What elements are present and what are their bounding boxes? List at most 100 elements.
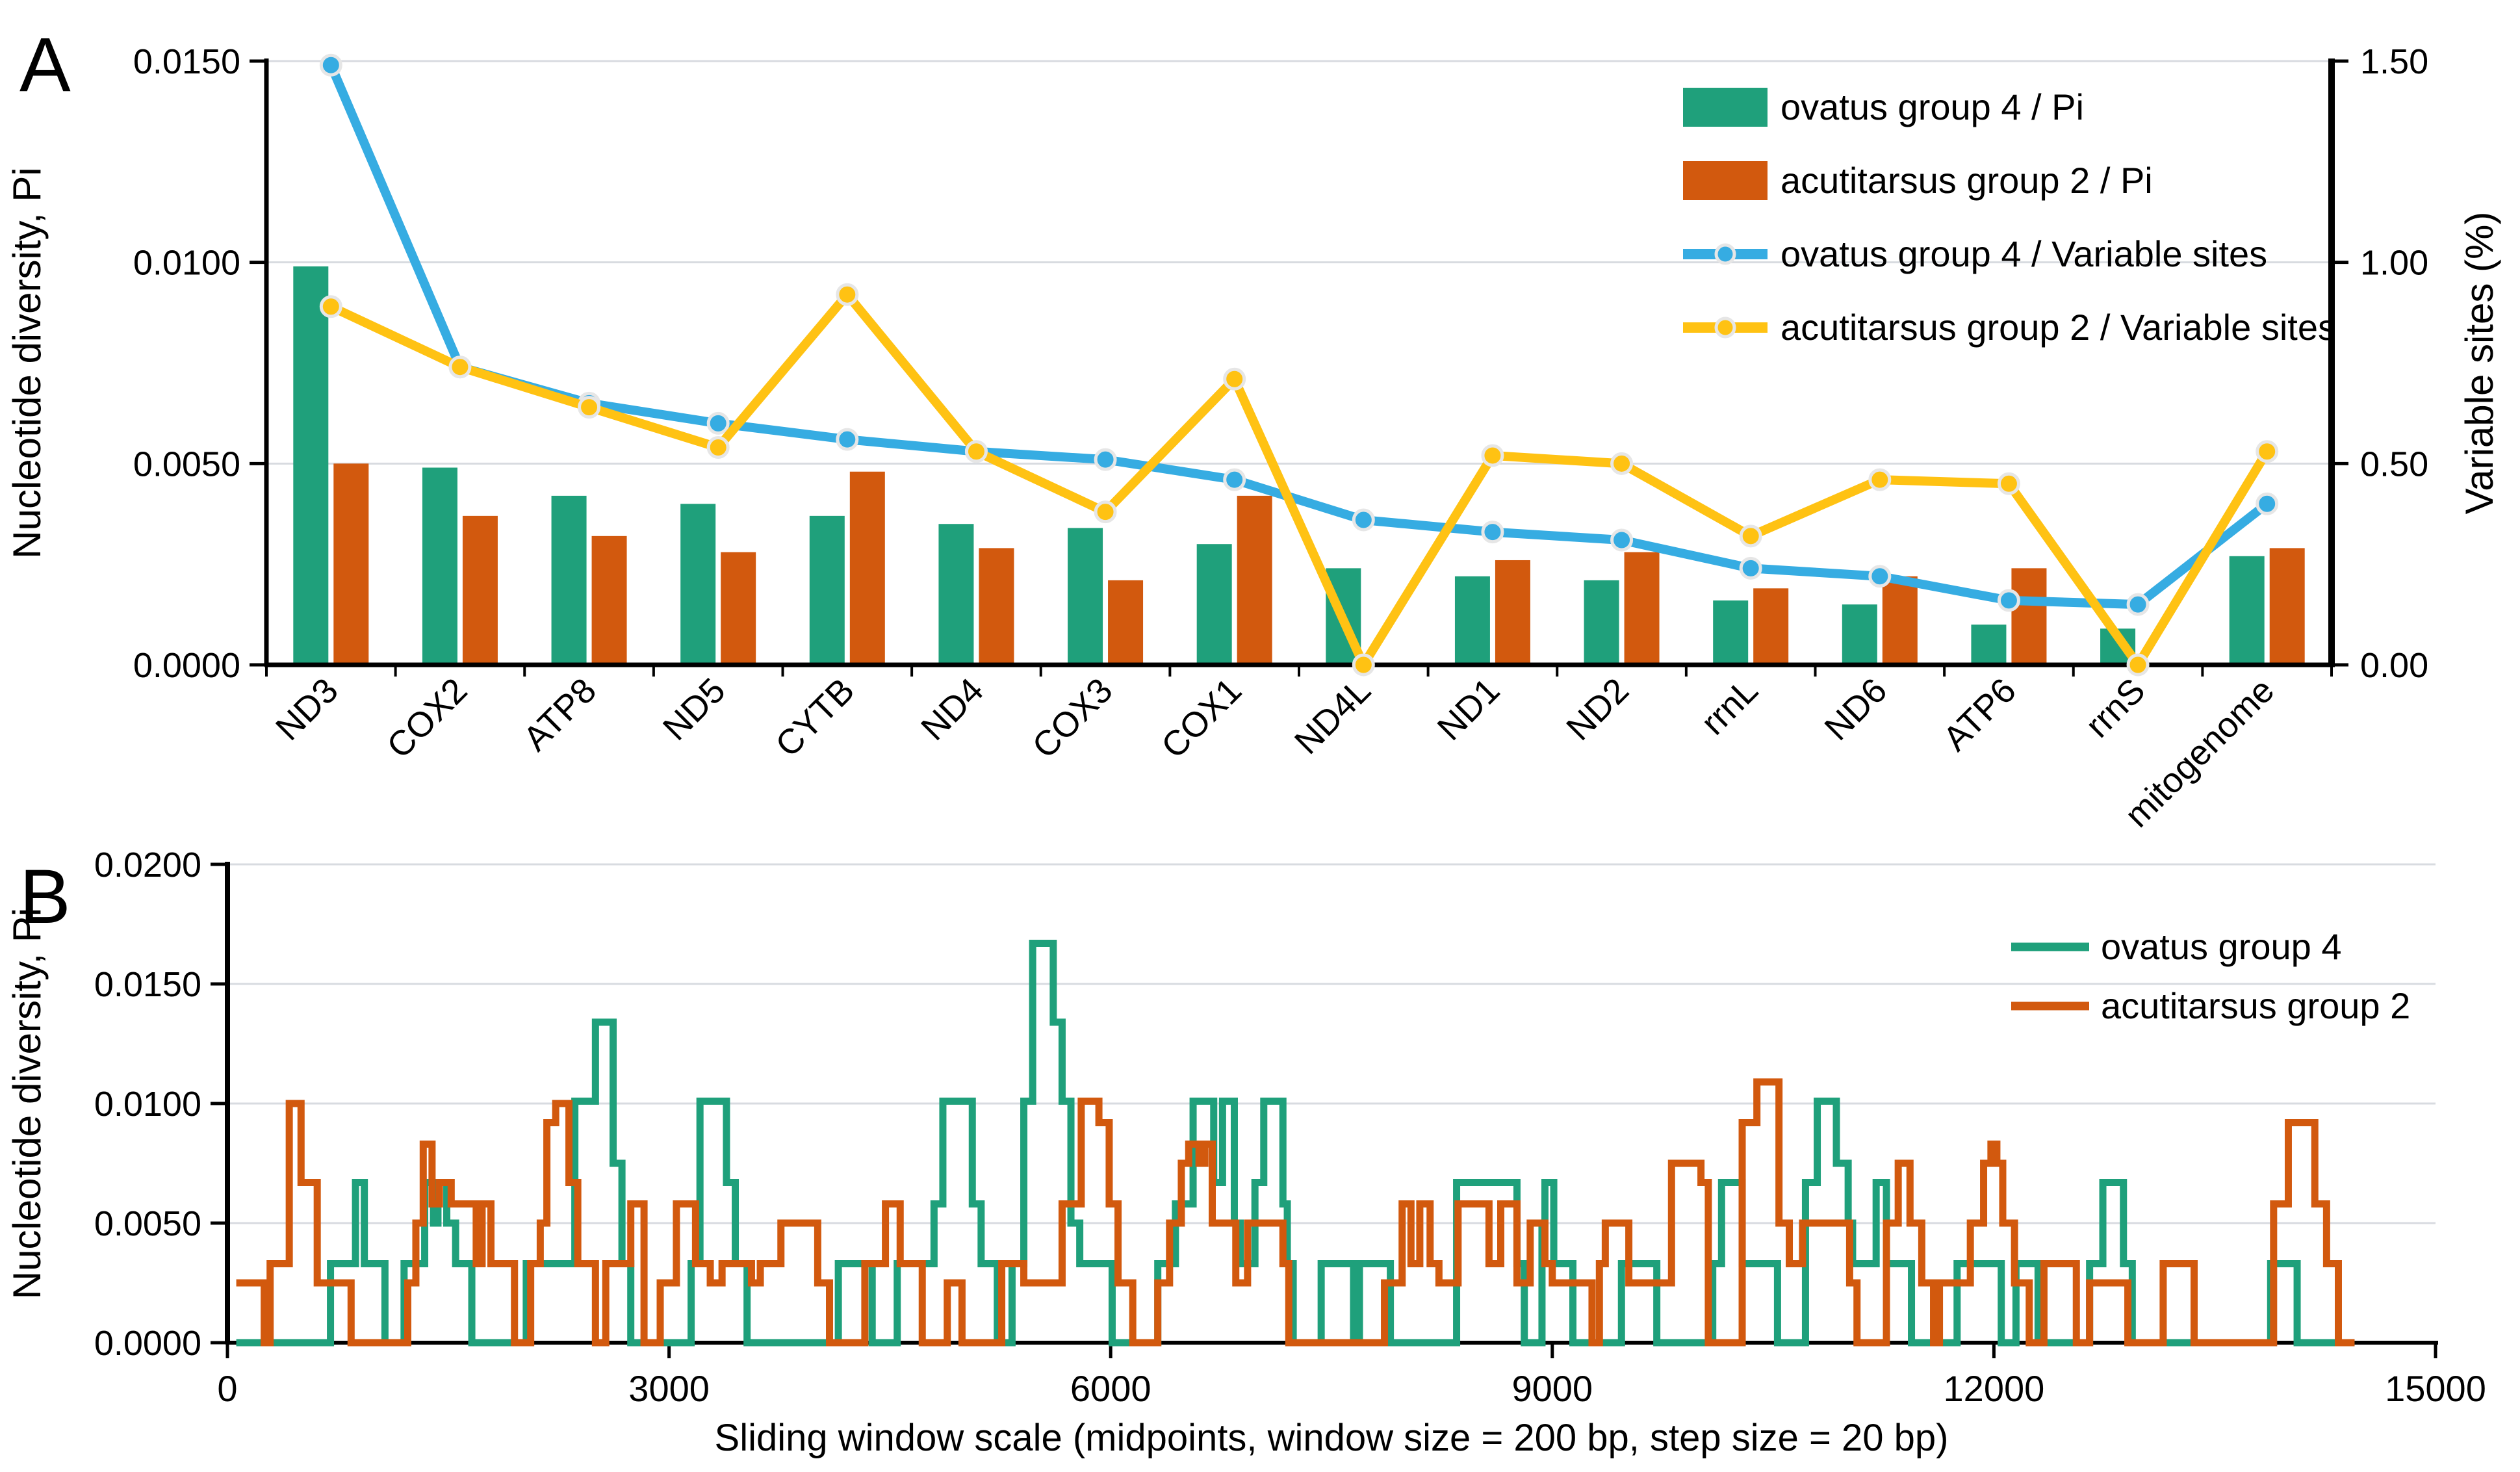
ovatus-variable-sites-marker [2256,492,2279,515]
ovatus-variable-sites-marker [1094,448,1117,471]
bar-acutitarsus-pi [979,548,1014,665]
panel-b-letter: B [19,854,71,940]
x-tick-label: 9000 [1512,1368,1593,1409]
category-label: COX2 [379,671,474,766]
bar-ovatus-pi [680,504,716,665]
category-label: CYTB [768,671,862,764]
legend-label: ovatus group 4 / Pi [1781,86,2084,127]
legend-swatch-green [1683,88,1768,127]
acutitarsus-variable-sites-marker [1094,500,1117,524]
bar-acutitarsus-pi [2011,568,2047,665]
acutitarsus-variable-sites-marker [836,283,859,306]
acutitarsus-variable-sites-marker [1997,472,2020,495]
category-label: ND1 [1430,671,1508,748]
category-label: ND3 [268,671,346,748]
legend-marker-yellow [1714,316,1736,339]
y-tick-label: 0.0050 [94,1204,201,1243]
ovatus-variable-sites-line [326,60,2272,610]
bar-ovatus-pi [293,266,329,665]
category-label: ND2 [1559,671,1636,748]
bar-acutitarsus-pi [1624,552,1660,665]
category-label: ND5 [656,671,733,748]
legend-label: ovatus group 4 [2101,926,2341,967]
legend-marker-blue [1714,243,1736,265]
acutitarsus-variable-sites-marker [964,440,988,463]
acutitarsus-variable-sites-marker [2256,440,2279,463]
bar-acutitarsus-pi [591,536,627,665]
y2-tick-label: 0.50 [2360,445,2428,484]
acutitarsus-variable-sites-marker [1868,468,1892,491]
bar-acutitarsus-pi [1753,588,1789,665]
x-tick-label: 15000 [2385,1368,2486,1409]
bar-ovatus-pi [1454,576,1490,665]
y-tick-label: 0.0100 [94,1085,201,1124]
ovatus-variable-sites-marker [1610,528,1634,552]
panel-b-x-title: Sliding window scale (midpoints, window … [715,1417,1949,1459]
bar-acutitarsus-pi [462,515,498,665]
panel-b: 0.0000 0.0050 0.0100 0.0150 0.0200 0 3000 6000 9… [5,846,2486,1459]
legend-item: acutitarsus group 2 / Pi [1683,160,2153,201]
y2-tick-label: 0.00 [2360,646,2428,685]
bar-ovatus-pi [422,467,457,665]
category-label: rrnS [2078,671,2153,745]
legend-item: acutitarsus group 2 [2011,985,2410,1026]
category-label: COX3 [1025,671,1120,766]
ovatus-variable-sites-marker [706,411,730,435]
ovatus-variable-sites-marker [1352,508,1375,532]
x-tick-label: 3000 [628,1368,710,1409]
bar-acutitarsus-pi [849,471,885,665]
bar-ovatus-pi [1068,528,1103,665]
bar-ovatus-pi [2229,556,2265,665]
acutitarsus-variable-sites-marker [1481,444,1504,467]
series-orange [236,1078,2355,1347]
category-label: ND6 [1817,671,1894,748]
y-tick-label: 0.0150 [94,965,201,1004]
bar-ovatus-pi [551,495,587,665]
y2-tick-label: 1.50 [2360,42,2428,81]
bar-acutitarsus-pi [1108,580,1144,665]
acutitarsus-variable-sites-marker [1352,653,1375,677]
category-label: ATP6 [1936,671,2024,758]
legend-item: ovatus group 4 [2011,926,2341,967]
bar-acutitarsus-pi [333,463,369,665]
x-tick-label: 0 [217,1368,237,1409]
y-tick-label: 0.0000 [133,646,240,685]
acutitarsus-variable-sites-marker [448,355,472,379]
bar-ovatus-pi [1842,604,1877,665]
ovatus-variable-sites-marker [1481,521,1504,544]
ovatus-variable-sites-marker [1739,556,1762,580]
bar-ovatus-pi [1584,580,1619,665]
acutitarsus-variable-sites-marker [706,436,730,459]
legend-label: acutitarsus group 2 [2101,985,2410,1026]
legend-item: ovatus group 4 / Pi [1683,86,2084,127]
category-label: ND4L [1287,671,1378,762]
category-label: rrnL [1693,671,1765,742]
ovatus-variable-sites-marker [2126,593,2150,616]
y-tick-label: 0.0200 [94,846,201,884]
bar-acutitarsus-pi [1495,560,1530,665]
ovatus-variable-sites-marker [836,428,859,451]
legend-label: ovatus group 4 / Variable sites [1781,233,2267,274]
ovatus-variable-sites-marker [1997,589,2020,612]
y-tick-label: 0.0100 [133,244,240,283]
ovatus-variable-sites-marker [1868,565,1892,588]
acutitarsus-variable-sites-marker [2126,653,2150,677]
category-label: ND4 [914,671,991,748]
legend-swatch-orange [1683,161,1768,200]
acutitarsus-variable-sites-marker [1223,367,1246,391]
category-label: ATP8 [516,671,604,758]
y-tick-label: 0.0050 [133,445,240,484]
bar-ovatus-pi [1713,600,1749,665]
panel-b-y-title: Nucleotide diversity, Pi [5,908,49,1299]
bar-ovatus-pi [1196,544,1232,665]
legend-item: acutitarsus group 2 / Variable sites [1683,307,2336,348]
panel-a-letter: A [19,22,71,108]
category-label: COX1 [1154,671,1249,766]
ovatus-variable-sites-marker [319,53,342,77]
bar-acutitarsus-pi [1237,495,1272,665]
ovatus-variable-sites-marker [1223,468,1246,491]
legend-label: acutitarsus group 2 / Pi [1781,160,2153,201]
x-tick-label: 6000 [1070,1368,1151,1409]
